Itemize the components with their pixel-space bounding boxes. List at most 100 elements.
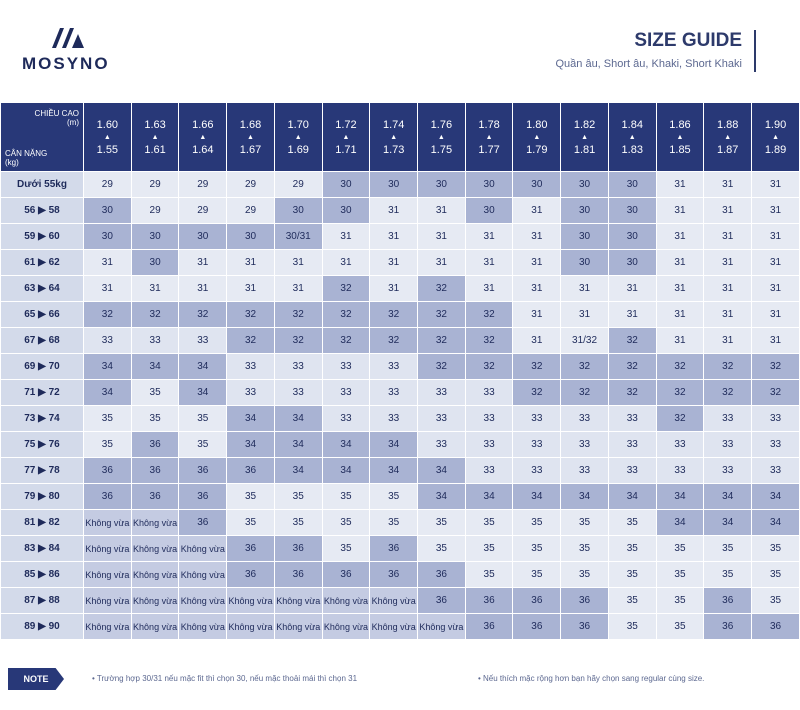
size-row: 67 ▶ 68 33 33 33 32 32 32 32 32 32 31 31/32 32 31 31 31 bbox=[0, 327, 800, 354]
size-cell: 36 bbox=[226, 561, 275, 588]
size-cell: 31 bbox=[464, 275, 514, 302]
size-row: 87 ▶ 88 Không vừa Không vừa Không vừa Không … bbox=[0, 587, 800, 614]
size-cell: 30 bbox=[607, 197, 657, 224]
size-cell: 31 bbox=[751, 197, 800, 224]
height-min: 1.73 bbox=[382, 143, 405, 156]
size-cell: 34 bbox=[655, 509, 705, 536]
size-cell: 34 bbox=[607, 483, 657, 510]
size-cell: 31 bbox=[512, 223, 562, 250]
size-cell: 36 bbox=[512, 613, 562, 640]
size-cell: 29 bbox=[83, 171, 132, 198]
size-cell: 33 bbox=[464, 431, 514, 458]
weight: 89 ▶ 90 bbox=[0, 613, 84, 640]
size-cell: 33 bbox=[655, 457, 705, 484]
weight: 59 ▶ 60 bbox=[0, 223, 84, 250]
size-cell: 31 bbox=[655, 275, 705, 302]
arrow: ▲ bbox=[199, 133, 207, 141]
size-cell: 29 bbox=[178, 171, 228, 198]
height-unit: (m) bbox=[67, 118, 79, 127]
size-cell: 35 bbox=[655, 561, 705, 588]
height-min: 1.81 bbox=[573, 143, 596, 156]
size-cell: 36 bbox=[369, 561, 419, 588]
size-cell: 36 bbox=[130, 431, 180, 458]
height-min: 1.69 bbox=[287, 143, 309, 156]
height-header: 1.88 ▲ 1.87 bbox=[703, 102, 753, 172]
size-cell: Không vừa bbox=[83, 561, 132, 588]
size-cell: 31 bbox=[703, 301, 753, 328]
size-cell: 34 bbox=[751, 483, 800, 510]
size-cell: Không vừa bbox=[83, 535, 132, 562]
weight: 71 ▶ 72 bbox=[0, 379, 84, 406]
size-cell: 33 bbox=[226, 353, 275, 380]
size-cell: 30 bbox=[560, 223, 609, 250]
size-cell: 32 bbox=[417, 275, 466, 302]
size-cell: 31 bbox=[130, 275, 180, 302]
size-cell: 33 bbox=[417, 379, 466, 406]
size-cell: 31 bbox=[655, 223, 705, 250]
arrow: ▲ bbox=[437, 133, 445, 141]
size-cell: 35 bbox=[273, 483, 323, 510]
size-cell: Không vừa bbox=[83, 613, 132, 640]
size-cell: 32 bbox=[703, 379, 753, 406]
size-cell: 31 bbox=[751, 223, 800, 250]
size-cell: 30 bbox=[607, 171, 657, 198]
size-cell: 36 bbox=[178, 509, 228, 536]
size-cell: 31 bbox=[560, 301, 609, 328]
size-cell: 30 bbox=[607, 223, 657, 250]
arrow: ▲ bbox=[724, 133, 732, 141]
arrow: ▲ bbox=[151, 133, 159, 141]
size-cell: 31 bbox=[321, 223, 371, 250]
size-cell: 36 bbox=[560, 587, 609, 614]
size-cell: 30 bbox=[226, 223, 275, 250]
size-cell: 30 bbox=[464, 197, 514, 224]
size-cell: 31 bbox=[751, 301, 800, 328]
size-cell: 35 bbox=[464, 535, 514, 562]
size-cell: 33 bbox=[273, 379, 323, 406]
size-cell: 30 bbox=[321, 171, 371, 198]
size-cell: 35 bbox=[321, 509, 371, 536]
size-cell: 35 bbox=[464, 509, 514, 536]
height-min: 1.87 bbox=[716, 143, 739, 156]
size-cell: 31 bbox=[607, 275, 657, 302]
size-cell: 35 bbox=[560, 535, 609, 562]
size-cell: 35 bbox=[417, 535, 466, 562]
size-cell: 32 bbox=[273, 327, 323, 354]
size-cell: 33 bbox=[703, 457, 753, 484]
size-cell: 32 bbox=[607, 353, 657, 380]
size-cell: 31 bbox=[655, 249, 705, 276]
corner: CHIỀU CAO (m) CÂN NẶNG (kg) bbox=[0, 102, 84, 172]
size-cell: 32 bbox=[751, 379, 800, 406]
arrow: ▲ bbox=[485, 133, 493, 141]
height-min: 1.89 bbox=[764, 143, 787, 156]
size-cell: 35 bbox=[512, 561, 562, 588]
height-header: 1.72 ▲ 1.71 bbox=[321, 102, 371, 172]
size-cell: 33 bbox=[607, 405, 657, 432]
size-cell: 35 bbox=[751, 561, 800, 588]
size-cell: 35 bbox=[226, 509, 275, 536]
size-cell: 34 bbox=[560, 483, 609, 510]
size-cell: 33 bbox=[83, 327, 132, 354]
size-cell: 32 bbox=[226, 327, 275, 354]
height-header: 1.80 ▲ 1.79 bbox=[512, 102, 562, 172]
size-cell: 33 bbox=[417, 405, 466, 432]
size-row: 77 ▶ 78 36 36 36 36 34 34 34 34 33 33 33 33 33 33 33 bbox=[0, 457, 800, 484]
size-cell: 31 bbox=[226, 249, 275, 276]
size-cell: 32 bbox=[607, 379, 657, 406]
weight: 63 ▶ 64 bbox=[0, 275, 84, 302]
arrow: ▲ bbox=[294, 133, 302, 141]
size-cell: 36 bbox=[321, 561, 371, 588]
height-header: 1.84 ▲ 1.83 bbox=[607, 102, 657, 172]
size-cell: 35 bbox=[751, 587, 800, 614]
note: NOTE • Trường hợp 30/31 nếu mặc fit thì … bbox=[0, 660, 800, 696]
size-cell: 31 bbox=[273, 249, 323, 276]
height-header: 1.86 ▲ 1.85 bbox=[655, 102, 705, 172]
weight: 61 ▶ 62 bbox=[0, 249, 84, 276]
subtitle: Quần âu, Short âu, Khaki, Short Khaki bbox=[555, 58, 742, 70]
size-cell: 33 bbox=[321, 379, 371, 406]
size-cell: Không vừa bbox=[273, 587, 323, 614]
size-cell: Không vừa bbox=[178, 535, 228, 562]
size-cell: 30 bbox=[417, 171, 466, 198]
size-cell: 30 bbox=[273, 197, 323, 224]
size-cell: Không vừa bbox=[417, 613, 466, 640]
